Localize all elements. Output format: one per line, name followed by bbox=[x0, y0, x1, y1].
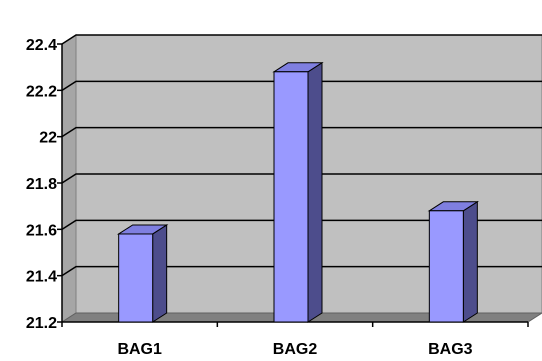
x-category-label: BAG1 bbox=[117, 341, 162, 358]
gridline bbox=[61, 265, 542, 277]
gridline bbox=[61, 80, 542, 91]
y-tick-label: 22 bbox=[39, 130, 57, 147]
bar-bag2 bbox=[272, 61, 324, 323]
bar-bag3 bbox=[427, 200, 480, 323]
bar-front bbox=[118, 233, 154, 323]
y-tick-label: 21.4 bbox=[26, 269, 57, 286]
bar-front bbox=[428, 210, 464, 323]
x-category-label: BAG2 bbox=[273, 341, 318, 358]
bar-side bbox=[152, 224, 168, 323]
gridline bbox=[61, 173, 542, 184]
x-category-label: BAG3 bbox=[428, 341, 473, 358]
y-tick-label: 21.2 bbox=[26, 315, 57, 332]
bar-front bbox=[273, 71, 309, 323]
y-tick-label: 22.4 bbox=[26, 37, 57, 54]
bar-bag1 bbox=[116, 224, 169, 323]
gridline bbox=[61, 34, 542, 45]
bar-side bbox=[307, 61, 323, 323]
gridline bbox=[61, 126, 542, 138]
y-tick-label: 22.2 bbox=[26, 83, 57, 100]
y-tick-label: 21.6 bbox=[26, 222, 57, 239]
y-tick-label: 21.8 bbox=[26, 176, 57, 193]
bar-side bbox=[462, 200, 478, 323]
gridline bbox=[61, 219, 542, 230]
